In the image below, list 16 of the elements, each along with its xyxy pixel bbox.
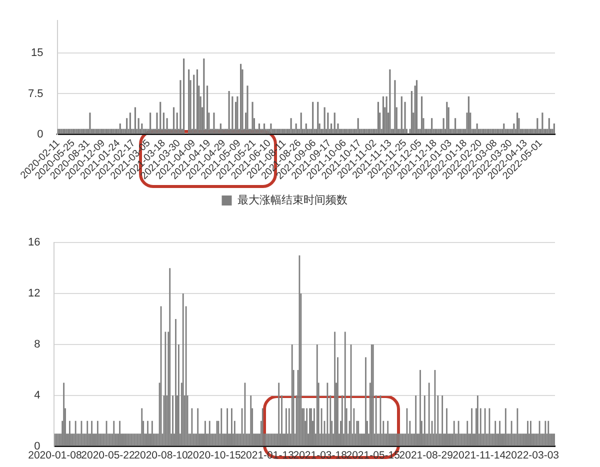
x-tick-label: 2021-11-14 (452, 450, 506, 462)
legend-label: 最大涨幅结束时间频数 (237, 194, 348, 207)
y-tick-label: 16 (28, 236, 40, 249)
y-tick-label: 0 (37, 128, 44, 140)
y-tick-label: 15 (31, 47, 44, 60)
x-tick-label: 2020-05-22 (81, 450, 136, 462)
x-tick-label: 2020-08-10 (134, 450, 188, 462)
y-tick-label: 8 (34, 338, 40, 351)
x-tick-label: 2021-08-29 (399, 450, 454, 462)
x-tick-label: 2020-10-15 (187, 450, 242, 462)
y-tick-label: 4 (34, 389, 40, 402)
x-tick-label: 2020-01-08 (28, 450, 82, 462)
y-tick-label: 12 (28, 288, 40, 300)
x-tick-label: 2022-03-03 (505, 450, 560, 462)
y-tick-label: 0 (34, 440, 40, 452)
y-tick-label: 7.5 (28, 88, 44, 100)
